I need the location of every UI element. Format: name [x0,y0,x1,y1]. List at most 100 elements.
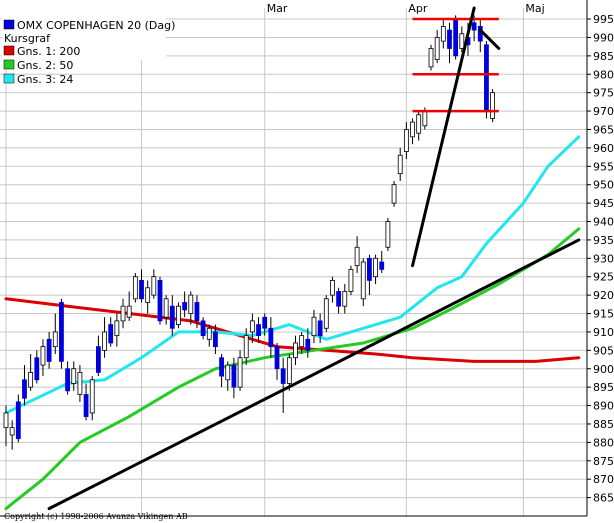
y-tick-label: 870 [593,473,614,486]
y-tick-label: 960 [593,142,614,155]
candle-up [28,372,34,388]
candle-down [367,257,372,281]
y-tick-label: 990 [593,31,614,44]
candle-up [293,342,298,359]
y-tick-label: 940 [593,216,614,229]
chart-title: OMX COPENHAGEN 20 (Dag) [17,19,175,32]
x-month-label: Mar [267,2,288,15]
candle-up [40,346,46,366]
candle-down [182,302,188,311]
candle-up [422,110,428,127]
y-tick-label: 950 [593,179,614,192]
candle-up [71,368,77,384]
candle-up [237,357,243,388]
y-tick-label: 920 [593,289,614,302]
legend-background [2,2,166,60]
candle-up [354,246,360,267]
candle-up [102,331,107,351]
y-tick-label: 925 [593,271,614,284]
candle-up [120,305,126,322]
candle-down [34,357,40,381]
candle-up [416,114,422,134]
candle-up [434,37,440,60]
candle-down [59,302,64,362]
candle-down [219,357,224,377]
trend-line [478,28,501,50]
trend-line [47,238,581,511]
candle-down [336,291,342,307]
legend-label: Gns. 3: 24 [17,73,73,86]
candle-up [176,305,181,325]
candle-up [225,364,231,381]
candle-down [83,394,89,418]
candle-down [231,364,237,388]
x-month-label: Apr [408,2,428,15]
y-tick-label: 935 [593,234,614,247]
candle-up [9,427,15,436]
candle-up [89,379,95,414]
y-tick-label: 995 [593,13,614,26]
candle-up [373,257,378,278]
y-tick-label: 890 [593,400,614,413]
candle-up [52,331,58,348]
candle-down [139,280,144,300]
candle-down [46,338,52,362]
y-tick-label: 980 [593,68,614,81]
candle-down [108,324,114,344]
candle-down [22,379,27,399]
y-tick-label: 865 [593,492,614,505]
y-tick-label: 930 [593,252,614,265]
candle-up [391,184,397,204]
copyright: Copyright (c) 1998-2006 Avanza Vikingen … [4,512,188,521]
candle-up [299,335,305,348]
y-tick-label: 955 [593,160,614,173]
candle-up [330,280,335,296]
candle-down [169,305,175,329]
candle-down [471,22,477,31]
candle-up [286,357,292,384]
y-tick-label: 915 [593,308,614,321]
candle-up [132,276,138,300]
candle-down [157,280,163,322]
candle-up [360,261,366,300]
candle-up [188,294,194,314]
x-month-label: Maj [525,2,544,15]
candle-up [490,92,496,119]
candle-up [311,316,317,337]
candle-up [410,121,415,138]
candle-down [15,401,21,440]
legend-label: Gns. 2: 50 [17,59,73,72]
candle-down [305,338,311,351]
candle-up [348,268,354,292]
candle-up [323,298,329,329]
candle-down [453,18,459,57]
candle-up [243,335,249,359]
candle-down [200,320,206,337]
candle-down [213,331,218,348]
y-tick-label: 910 [593,326,614,339]
candle-up [459,33,465,49]
candle-up [3,412,9,429]
y-tick-label: 885 [593,418,614,431]
y-tick-label: 970 [593,105,614,118]
candle-up [428,48,434,68]
y-tick-label: 900 [593,363,614,376]
candle-down [65,368,70,392]
series-line [4,227,581,511]
y-tick-label: 965 [593,123,614,136]
candle-up [114,320,120,337]
candle-down [256,324,261,337]
candle-down [447,29,452,49]
legend-swatch [3,73,15,84]
y-tick-label: 880 [593,436,614,449]
legend-label: Gns. 1: 200 [17,45,80,58]
candle-down [280,368,286,384]
candle-down [317,320,323,337]
candle-up [440,26,446,42]
candle-up [403,129,409,152]
candle-up [126,305,132,318]
